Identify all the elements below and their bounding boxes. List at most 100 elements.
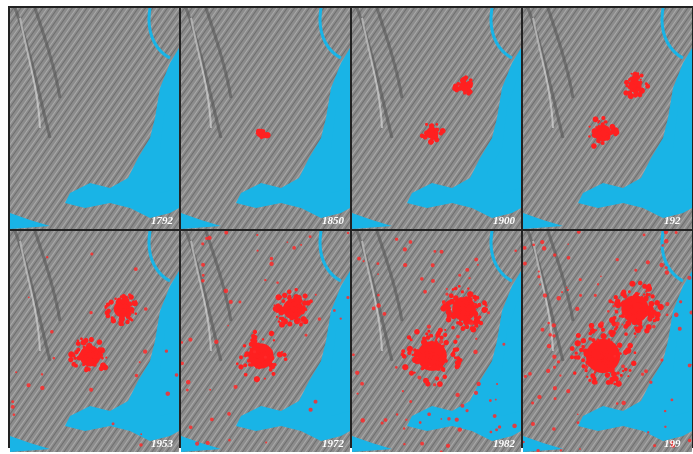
map-grid: 179218501900192195319721982199 (0, 0, 693, 454)
urban-area (396, 413, 398, 415)
urban-area (189, 425, 193, 429)
map-panel: 199 (522, 230, 693, 452)
urban-area (201, 263, 205, 267)
urban-area (665, 271, 669, 275)
urban-area (627, 375, 629, 377)
urban-area (495, 428, 498, 431)
urban-area (584, 365, 588, 369)
urban-area (627, 305, 630, 308)
urban-area (597, 283, 599, 285)
urban-area (567, 243, 569, 245)
urban-area (97, 358, 100, 361)
urban-area (287, 321, 292, 326)
urban-area (473, 350, 478, 355)
urban-area (347, 232, 349, 234)
urban-area (648, 317, 653, 322)
urban-area (381, 422, 384, 425)
urban-area (105, 357, 107, 359)
urban-area (251, 334, 256, 339)
urban-area (281, 299, 285, 303)
urban-area (595, 133, 600, 138)
urban-area (586, 376, 588, 378)
urban-area (432, 353, 435, 356)
urban-area (608, 330, 613, 335)
urban-area (631, 361, 636, 366)
urban-area (468, 293, 472, 297)
urban-area (455, 418, 459, 422)
urban-area (121, 299, 125, 303)
urban-area (560, 449, 562, 451)
urban-area (131, 303, 133, 305)
urban-area (11, 400, 14, 403)
urban-area (446, 288, 448, 290)
urban-area (428, 357, 430, 359)
urban-area (523, 262, 527, 266)
urban-area (594, 371, 596, 373)
urban-area (624, 332, 628, 336)
urban-area (259, 131, 262, 134)
urban-area (430, 131, 435, 136)
urban-area (414, 329, 420, 335)
urban-area (402, 364, 408, 370)
urban-area (616, 258, 619, 261)
urban-area (363, 260, 365, 262)
urban-area (466, 91, 471, 96)
urban-area (539, 284, 541, 286)
urban-area (490, 431, 493, 434)
urban-area (597, 339, 599, 341)
urban-area (556, 296, 561, 301)
panel-content: 1850 (181, 8, 350, 229)
urban-area (403, 263, 407, 267)
urban-area (590, 373, 595, 378)
year-label: 1792 (151, 215, 174, 227)
urban-area (294, 294, 300, 300)
urban-area (601, 141, 605, 145)
urban-area (579, 448, 581, 450)
urban-area (647, 311, 653, 317)
urban-area (403, 443, 405, 445)
urban-area (128, 293, 131, 296)
urban-area (244, 373, 248, 377)
urban-area (464, 300, 468, 304)
panel-content: 1953 (10, 231, 179, 452)
urban-area (574, 355, 578, 359)
urban-area (443, 333, 447, 337)
urban-area (606, 135, 608, 137)
urban-area (427, 325, 431, 329)
urban-area (528, 372, 532, 376)
urban-area (86, 352, 92, 358)
urban-area (188, 338, 192, 342)
urban-area (383, 312, 387, 316)
urban-area (640, 74, 644, 78)
urban-area (333, 309, 336, 312)
urban-area (594, 344, 599, 349)
urban-area (282, 321, 284, 323)
urban-area (372, 307, 376, 311)
urban-area (402, 354, 407, 359)
urban-area (439, 340, 443, 344)
year-label: 1982 (493, 438, 516, 450)
urban-area (671, 398, 674, 401)
urban-area (548, 333, 551, 336)
urban-area (639, 88, 645, 94)
urban-area (639, 81, 642, 84)
urban-area (531, 402, 534, 405)
urban-area (619, 315, 621, 317)
urban-area (253, 350, 256, 353)
urban-area (139, 443, 142, 446)
urban-area (295, 321, 298, 324)
urban-area (123, 295, 126, 298)
urban-area (410, 338, 413, 341)
urban-area (495, 399, 497, 401)
urban-area (467, 85, 470, 88)
urban-area (435, 366, 440, 371)
urban-area (214, 340, 218, 344)
urban-area (613, 361, 617, 365)
urban-area (433, 250, 436, 253)
urban-area (626, 321, 629, 324)
urban-area (451, 326, 455, 330)
urban-area (547, 344, 551, 348)
urban-area (255, 354, 260, 359)
urban-area (456, 321, 459, 324)
urban-area (264, 378, 266, 380)
